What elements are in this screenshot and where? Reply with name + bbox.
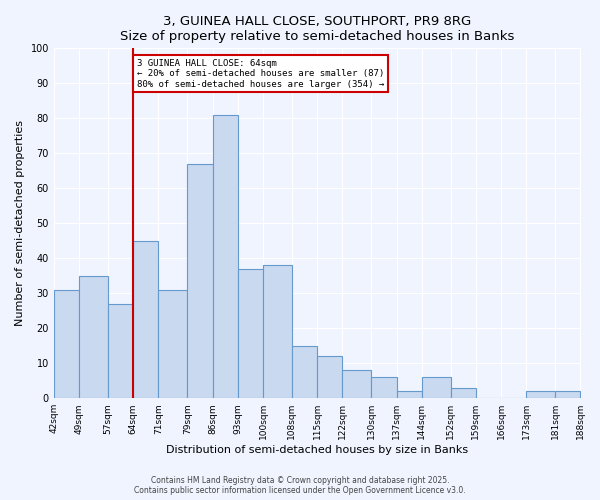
Bar bbox=[187, 164, 212, 398]
Bar bbox=[263, 266, 292, 398]
Bar bbox=[317, 356, 343, 398]
Y-axis label: Number of semi-detached properties: Number of semi-detached properties bbox=[15, 120, 25, 326]
Bar bbox=[526, 391, 555, 398]
Bar bbox=[238, 269, 263, 398]
Bar bbox=[158, 290, 187, 398]
Title: 3, GUINEA HALL CLOSE, SOUTHPORT, PR9 8RG
Size of property relative to semi-detac: 3, GUINEA HALL CLOSE, SOUTHPORT, PR9 8RG… bbox=[120, 15, 514, 43]
Text: 3 GUINEA HALL CLOSE: 64sqm
← 20% of semi-detached houses are smaller (87)
80% of: 3 GUINEA HALL CLOSE: 64sqm ← 20% of semi… bbox=[137, 59, 384, 88]
Bar bbox=[108, 304, 133, 398]
Bar bbox=[54, 290, 79, 398]
Bar bbox=[79, 276, 108, 398]
Bar bbox=[292, 346, 317, 398]
Bar bbox=[371, 377, 397, 398]
Bar bbox=[397, 391, 422, 398]
Bar bbox=[422, 377, 451, 398]
Bar bbox=[343, 370, 371, 398]
Bar bbox=[555, 391, 580, 398]
Bar bbox=[451, 388, 476, 398]
Bar bbox=[212, 115, 238, 398]
Text: Contains HM Land Registry data © Crown copyright and database right 2025.
Contai: Contains HM Land Registry data © Crown c… bbox=[134, 476, 466, 495]
Bar bbox=[133, 241, 158, 398]
X-axis label: Distribution of semi-detached houses by size in Banks: Distribution of semi-detached houses by … bbox=[166, 445, 468, 455]
